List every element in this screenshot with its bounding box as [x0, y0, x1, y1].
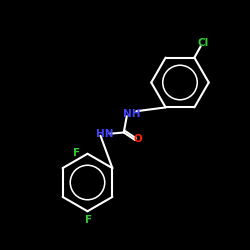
Text: F: F — [74, 148, 80, 158]
Text: F: F — [85, 215, 92, 225]
Text: O: O — [134, 134, 142, 144]
Text: Cl: Cl — [198, 38, 209, 48]
Text: NH: NH — [122, 109, 140, 119]
Text: HN: HN — [96, 129, 114, 139]
